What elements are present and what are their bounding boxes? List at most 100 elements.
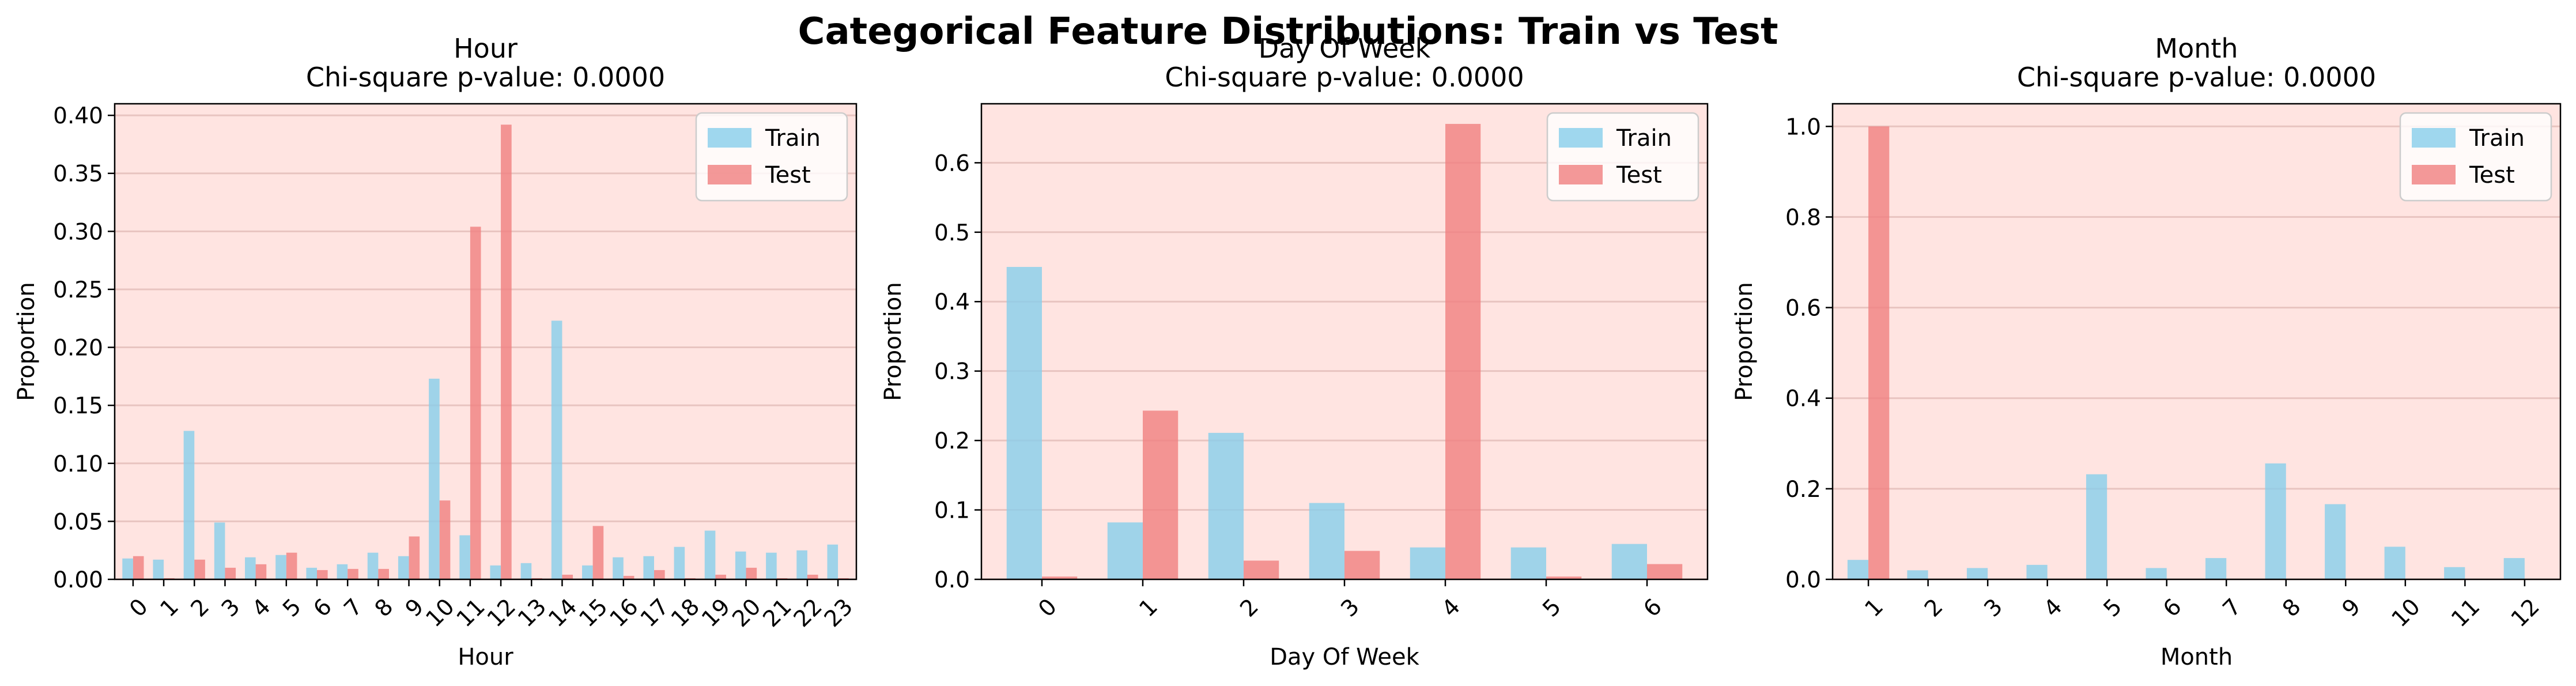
test-bar (225, 567, 236, 579)
x-tick-label: 10 (2387, 594, 2426, 632)
train-bar (2384, 546, 2405, 579)
test-bar (133, 556, 144, 579)
x-axis-label: Month (2160, 644, 2233, 670)
y-tick-label: 0.2 (934, 428, 970, 454)
y-axis-label: Proportion (13, 282, 40, 401)
train-bar (2205, 558, 2227, 579)
y-tick-label: 0.2 (1785, 477, 1821, 503)
train-bar (459, 535, 470, 579)
train-bar (2444, 567, 2465, 579)
train-bar (766, 552, 777, 579)
train-bar (398, 556, 409, 579)
y-tick-label: 0.1 (934, 498, 970, 524)
x-tick-label: 3 (1980, 594, 2008, 622)
train-bar (122, 558, 133, 579)
y-tick-label: 0.05 (53, 509, 103, 535)
x-tick-label: 6 (308, 594, 337, 622)
subplot-subtitle: Chi-square p-value: 0.0000 (1165, 62, 1524, 93)
x-tick-label: 5 (278, 594, 306, 622)
legend-label-train: Train (765, 125, 821, 152)
y-tick-label: 0.0 (1785, 567, 1821, 593)
test-bar (654, 570, 665, 579)
test-bar (439, 500, 451, 579)
test-bar (317, 570, 328, 579)
legend: Train Test (1546, 112, 1699, 202)
train-bar (1208, 432, 1244, 579)
subplot-3: 0.00.20.40.60.81.01 2 3 4 5 6 7 8 9 10 11 12MonthCh… (1731, 33, 2562, 670)
train-bar (735, 551, 746, 579)
train-bar (704, 530, 716, 579)
legend-swatch-train (1559, 128, 1603, 148)
legend-label-train: Train (1616, 125, 1672, 152)
legend-label-test: Test (2469, 162, 2515, 189)
x-tick-label: 7 (2218, 594, 2246, 622)
test-bar (1546, 576, 1582, 579)
train-bar (520, 563, 532, 579)
y-tick-label: 0.30 (53, 219, 103, 245)
y-tick-label: 0.6 (1785, 296, 1821, 322)
legend-label-test: Test (765, 162, 811, 189)
test-bar (1868, 126, 1890, 580)
y-tick-label: 1.0 (1785, 114, 1821, 140)
subplot-1: 0.000.050.100.150.200.250.300.350.400 1 2 3… (13, 33, 858, 670)
x-tick-label: 0 (1033, 594, 1062, 622)
x-tick-label: 1 (1860, 594, 1888, 622)
x-tick-label: 4 (2039, 594, 2067, 622)
x-tick-label: 4 (1437, 594, 1465, 622)
train-bar (429, 378, 440, 579)
x-tick-label: 3 (1336, 594, 1364, 622)
train-bar (1966, 568, 1988, 579)
y-tick-label: 0.00 (53, 567, 103, 593)
train-bar (1006, 267, 1042, 580)
y-tick-label: 0.4 (1785, 386, 1821, 412)
legend-swatch-test (708, 165, 751, 184)
legend: Train Test (2399, 112, 2552, 202)
train-bar (2325, 504, 2346, 579)
x-tick-label: 3 (217, 594, 245, 622)
train-bar (490, 565, 501, 579)
subplot-title: Day Of Week (1259, 33, 1431, 64)
y-tick-label: 0.20 (53, 336, 103, 361)
legend-swatch-test (2412, 165, 2456, 184)
x-tick-label: 2 (1920, 594, 1948, 622)
train-bar (613, 557, 624, 579)
train-bar (2086, 474, 2107, 579)
train-bar (1611, 544, 1647, 579)
train-bar (2265, 463, 2286, 579)
train-bar (1410, 547, 1445, 579)
train-bar (2503, 558, 2525, 579)
test-bar (409, 536, 420, 579)
train-bar (674, 546, 685, 579)
legend-label-train: Train (2469, 125, 2525, 152)
x-tick-label: 23 (819, 594, 858, 632)
x-tick-label: 9 (2337, 594, 2366, 622)
test-bar (562, 574, 573, 579)
x-tick-label: 2 (186, 594, 214, 622)
axes-frame (1831, 103, 2562, 581)
y-tick-label: 0.3 (934, 359, 970, 385)
y-axis-label: Proportion (880, 282, 906, 401)
legend-swatch-train (2412, 128, 2456, 148)
y-tick-label: 0.6 (934, 150, 970, 176)
train-bar (582, 565, 593, 579)
y-axis-label: Proportion (1731, 282, 1758, 401)
train-bar (1847, 560, 1869, 579)
x-tick-label: 8 (370, 594, 398, 622)
y-tick-label: 0.15 (53, 393, 103, 419)
train-bar (1309, 503, 1344, 579)
x-tick-label: 6 (2158, 594, 2186, 622)
figure-title: Categorical Feature Distributions: Train… (798, 10, 1778, 53)
legend-label-test: Test (1616, 162, 1662, 189)
y-tick-label: 0.40 (53, 103, 103, 129)
train-bar (2146, 568, 2167, 579)
legend-swatch-train (708, 128, 751, 148)
test-bar (807, 574, 818, 579)
x-tick-label: 1 (1134, 594, 1162, 622)
y-tick-label: 0.4 (934, 289, 970, 315)
train-bar (2026, 564, 2048, 579)
test-bar (592, 526, 604, 579)
test-bar (1042, 576, 1078, 579)
x-tick-label: 4 (247, 594, 275, 622)
